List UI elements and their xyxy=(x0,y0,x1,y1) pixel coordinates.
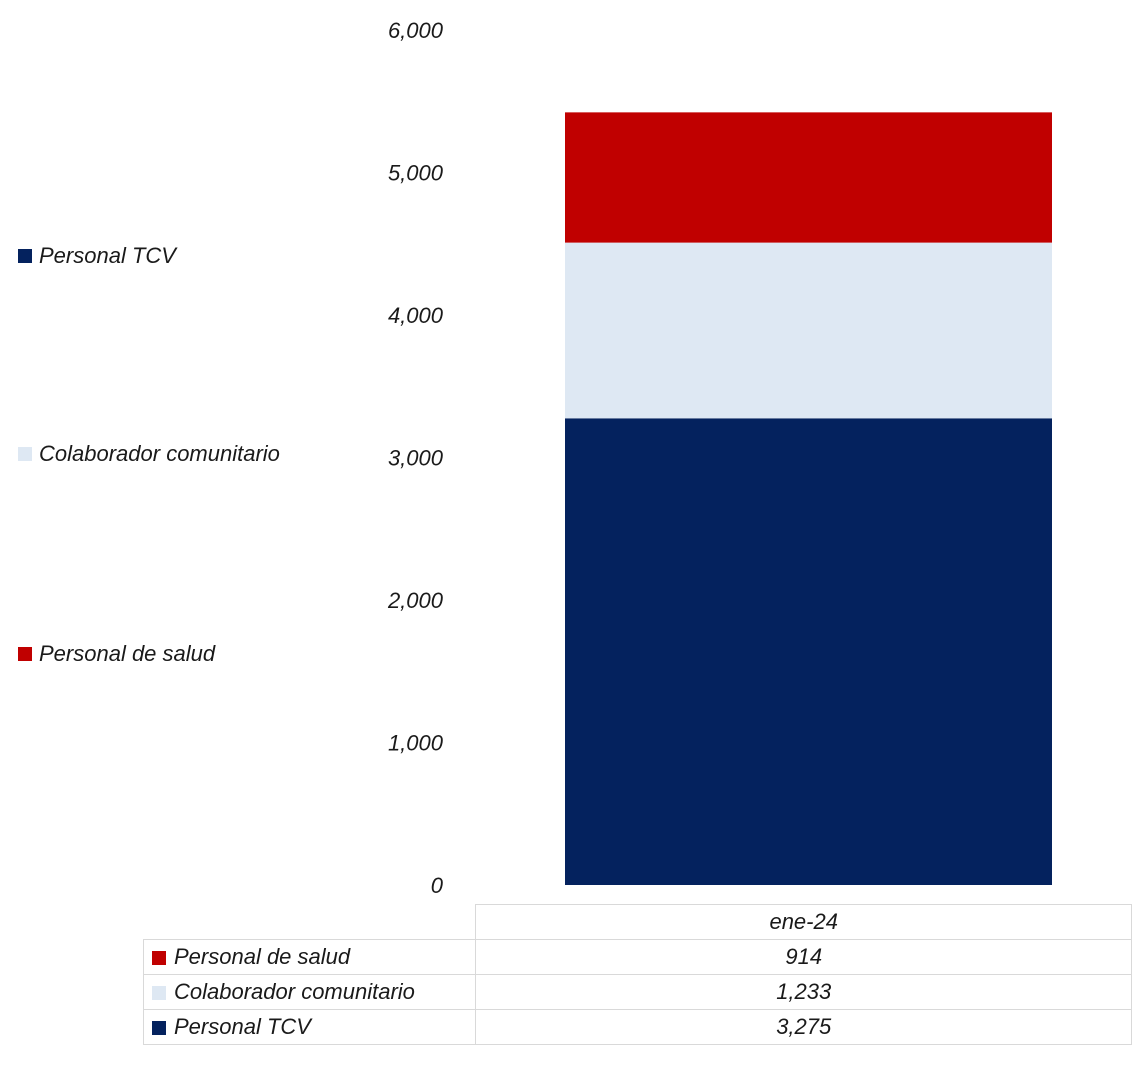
y-tick-label: 0 xyxy=(431,873,444,898)
data-table-row: Personal de salud 914 xyxy=(142,939,1132,975)
legend-swatch-personal-de-salud xyxy=(18,647,32,661)
data-table-row: Personal TCV 3,275 xyxy=(142,1009,1132,1045)
bar-segment-personal-de-salud xyxy=(565,112,1052,243)
data-table-row-label-text: Colaborador comunitario xyxy=(174,979,415,1004)
data-table-swatch xyxy=(152,986,166,1001)
data-table-row-label-text: Personal TCV xyxy=(174,1014,311,1039)
data-table-header-row: ene-24 xyxy=(143,904,1132,940)
legend-label-personal-tcv: Personal TCV xyxy=(39,243,176,268)
bar-segment-colaborador-comunitario xyxy=(565,242,1052,419)
y-tick-label: 1,000 xyxy=(388,731,444,756)
data-table-value: 914 xyxy=(475,939,1132,975)
legend-item-personal-tcv: Personal TCV xyxy=(18,243,176,269)
data-table-value: 1,233 xyxy=(475,974,1132,1010)
data-table-value: 3,275 xyxy=(475,1009,1132,1045)
legend-item-personal-de-salud: Personal de salud xyxy=(18,641,215,667)
data-table-row-label: Personal TCV xyxy=(142,1009,477,1045)
data-table-row: Colaborador comunitario 1,233 xyxy=(142,974,1132,1010)
legend-label-personal-de-salud: Personal de salud xyxy=(39,641,216,666)
legend-item-colaborador-comunitario: Colaborador comunitario xyxy=(18,441,280,467)
bar-segment-personal-tcv xyxy=(565,418,1052,885)
y-tick-label: 5,000 xyxy=(388,161,444,186)
data-table: ene-24 Personal de salud 914 Colaborador… xyxy=(142,904,1132,1045)
chart-area: 0 1,000 2,000 3,000 4,000 5,000 6,000 xyxy=(387,18,1052,898)
y-tick-label: 2,000 xyxy=(387,588,444,613)
data-table-row-label: Colaborador comunitario xyxy=(142,974,477,1010)
legend-swatch-personal-tcv xyxy=(18,249,32,263)
legend-label-colaborador-comunitario: Colaborador comunitario xyxy=(39,441,280,466)
legend-swatch-colaborador-comunitario xyxy=(18,447,32,461)
data-table-header: ene-24 xyxy=(475,904,1132,940)
y-tick-label: 3,000 xyxy=(388,446,444,471)
y-tick-label: 6,000 xyxy=(388,18,444,43)
y-tick-label: 4,000 xyxy=(388,303,444,328)
data-table-swatch xyxy=(152,951,166,966)
data-table-corner xyxy=(143,904,477,940)
data-table-row-label-text: Personal de salud xyxy=(174,944,351,969)
data-table-swatch xyxy=(152,1021,166,1036)
data-table-row-label: Personal de salud xyxy=(142,939,477,975)
